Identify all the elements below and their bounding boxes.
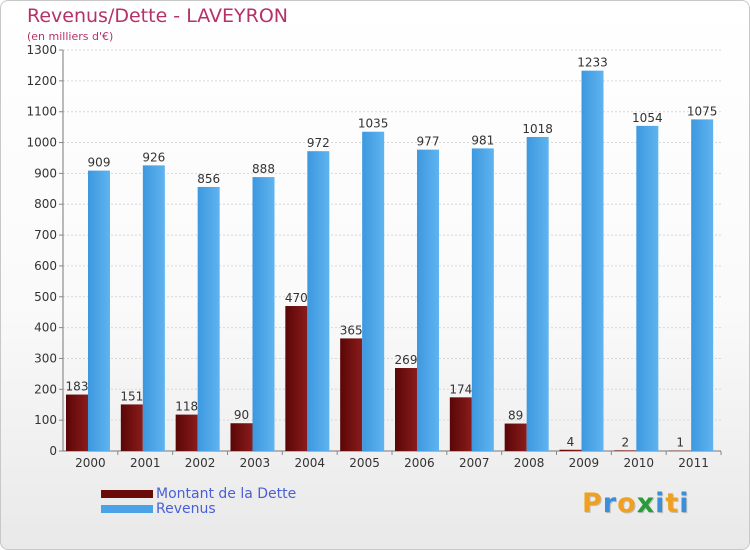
value-label-dette: 4 — [567, 435, 575, 449]
logo-letter: o — [617, 488, 637, 519]
x-tick-label: 2005 — [349, 456, 380, 470]
x-tick-label: 2008 — [514, 456, 545, 470]
x-tick-label: 2003 — [240, 456, 271, 470]
logo-letter: i — [655, 488, 666, 519]
value-label-dette: 470 — [285, 291, 308, 305]
chart-subtitle: (en milliers d'€) — [27, 30, 114, 43]
value-label-revenus: 1018 — [522, 122, 553, 136]
x-tick-label: 2007 — [459, 456, 490, 470]
value-label-dette: 90 — [234, 408, 249, 422]
x-tick-label: 2011 — [678, 456, 709, 470]
value-label-dette: 118 — [175, 400, 198, 414]
value-label-dette: 151 — [120, 389, 143, 403]
y-tick-label: 600 — [34, 259, 57, 273]
y-tick-label: 1200 — [26, 74, 57, 88]
y-tick-label: 400 — [34, 321, 57, 335]
logo-letter: x — [636, 488, 656, 519]
logo-letter: i — [679, 488, 690, 519]
x-tick-label: 2006 — [404, 456, 435, 470]
bar-revenus — [471, 148, 494, 451]
bar-dette — [614, 450, 637, 451]
bar-revenus — [417, 149, 439, 452]
x-tick-label: 2004 — [294, 456, 325, 470]
bar-revenus — [581, 70, 604, 451]
legend-swatch-dette — [101, 490, 153, 498]
y-tick-label: 500 — [34, 290, 57, 304]
legend-swatch-revenus — [101, 505, 153, 513]
y-tick-label: 1300 — [26, 43, 57, 57]
value-label-dette: 365 — [340, 323, 363, 337]
value-label-dette: 2 — [622, 435, 630, 449]
value-label-revenus: 981 — [471, 133, 494, 147]
bar-dette — [120, 404, 143, 451]
y-tick-label: 800 — [34, 197, 57, 211]
y-tick-label: 100 — [34, 413, 57, 427]
value-label-dette: 183 — [66, 380, 89, 394]
x-tick-label: 2010 — [623, 456, 654, 470]
value-label-revenus: 856 — [197, 172, 220, 186]
bar-dette — [504, 423, 527, 451]
value-label-revenus: 1233 — [577, 56, 608, 70]
y-tick-label: 300 — [34, 351, 57, 365]
value-label-revenus: 909 — [88, 156, 111, 170]
bar-revenus — [252, 177, 275, 451]
proxiti-logo: Proxiti — [582, 488, 690, 519]
value-label-revenus: 1075 — [687, 104, 718, 118]
bar-revenus — [362, 131, 385, 451]
value-label-dette: 1 — [676, 436, 684, 450]
x-tick-label: 2009 — [569, 456, 600, 470]
bar-revenus — [88, 170, 110, 451]
value-label-revenus: 888 — [252, 162, 275, 176]
x-tick-label: 2001 — [130, 456, 161, 470]
bar-revenus — [197, 186, 220, 452]
x-tick-label: 2000 — [75, 456, 106, 470]
bar-revenus — [526, 136, 549, 452]
bar-dette — [449, 397, 472, 451]
bar-dette — [285, 306, 308, 451]
value-label-revenus: 977 — [417, 135, 440, 149]
chart-title: Revenus/Dette - LAVEYRON — [27, 5, 288, 27]
value-label-revenus: 972 — [307, 136, 330, 150]
bar-dette — [559, 449, 582, 451]
bar-revenus — [307, 151, 330, 451]
legend-label-revenus: Revenus — [156, 501, 216, 517]
value-label-dette: 174 — [449, 382, 472, 396]
bar-revenus — [691, 119, 714, 452]
logo-letter: r — [602, 488, 618, 519]
value-label-revenus: 926 — [142, 150, 165, 164]
bar-dette — [340, 338, 363, 451]
value-label-dette: 89 — [508, 409, 523, 423]
logo-letter: P — [582, 488, 603, 519]
value-label-dette: 269 — [395, 353, 418, 367]
logo-letter: t — [665, 488, 680, 519]
y-tick-label: 1100 — [26, 105, 57, 119]
value-label-revenus: 1035 — [358, 117, 389, 131]
x-tick-label: 2002 — [185, 456, 216, 470]
value-label-revenus: 1054 — [632, 111, 663, 125]
y-tick-label: 200 — [34, 382, 57, 396]
bar-dette — [230, 423, 253, 451]
bar-dette — [395, 368, 417, 451]
bar-dette — [66, 394, 88, 451]
bar-dette — [175, 414, 198, 451]
y-tick-label: 0 — [49, 444, 57, 458]
y-tick-label: 900 — [34, 166, 57, 180]
bar-revenus — [636, 125, 659, 452]
bar-revenus — [142, 165, 165, 451]
legend-label-dette: Montant de la Dette — [156, 486, 297, 502]
y-tick-label: 700 — [34, 228, 57, 242]
y-tick-label: 1000 — [26, 136, 57, 150]
